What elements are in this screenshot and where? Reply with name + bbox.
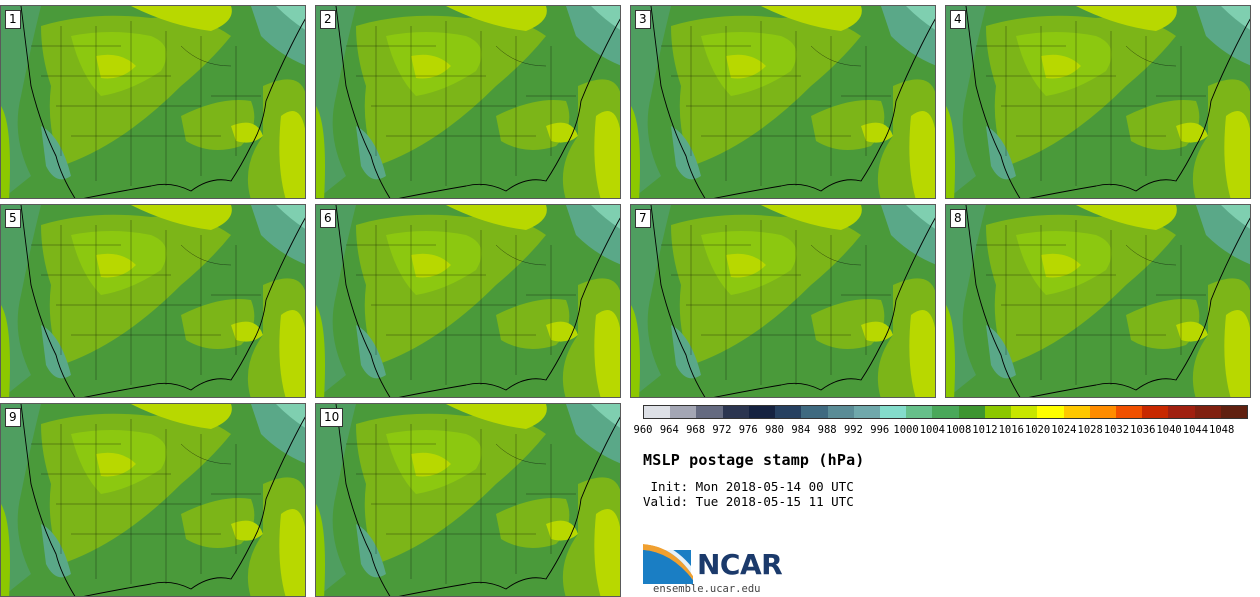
ensemble-member-panel[interactable]: 6 xyxy=(315,204,621,398)
colorbar-swatch xyxy=(1037,406,1064,418)
colorbar xyxy=(643,405,1248,419)
colorbar-tick-label: 1024 xyxy=(1051,424,1077,436)
colorbar-tick-label: 980 xyxy=(765,424,784,436)
colorbar-swatch xyxy=(958,406,985,418)
init-time: Init: Mon 2018-05-14 00 UTC xyxy=(643,479,854,494)
mslp-map xyxy=(1,6,305,198)
mslp-map xyxy=(1,404,305,596)
ensemble-member-panel[interactable]: 1 xyxy=(0,5,306,199)
colorbar-tick-label: 1032 xyxy=(1103,424,1130,436)
colorbar-tick-label: 996 xyxy=(870,424,890,436)
valid-time: Valid: Tue 2018-05-15 11 UTC xyxy=(643,494,854,509)
member-label: 10 xyxy=(320,408,344,427)
colorbar-tick-label: 1028 xyxy=(1077,424,1103,436)
member-label: 2 xyxy=(320,10,336,29)
colorbar-swatch xyxy=(906,406,933,418)
colorbar-swatch xyxy=(1063,406,1090,418)
site-url[interactable]: ensemble.ucar.edu xyxy=(653,583,761,595)
ensemble-member-panel[interactable]: 10 xyxy=(315,403,621,597)
colorbar-tick-label: 1004 xyxy=(919,424,945,436)
ncar-logo xyxy=(643,540,697,584)
colorbar-tick-label: 972 xyxy=(712,424,732,436)
ncar-logo-text: NCAR xyxy=(697,548,783,581)
mslp-map xyxy=(631,6,935,198)
mslp-map xyxy=(946,6,1250,198)
ensemble-member-panel[interactable]: 7 xyxy=(630,204,936,398)
colorbar-tick-label: 1036 xyxy=(1130,424,1156,436)
colorbar-tick-label: 964 xyxy=(659,424,679,436)
colorbar-tick-label: 1008 xyxy=(945,424,972,436)
colorbar-tick-label: 1044 xyxy=(1182,424,1209,436)
colorbar-swatch xyxy=(853,406,880,418)
ensemble-member-panel[interactable]: 4 xyxy=(945,5,1251,199)
colorbar-tick-label: 992 xyxy=(843,424,863,436)
mslp-map xyxy=(316,205,620,397)
member-label: 4 xyxy=(950,10,966,29)
colorbar-tick-label: 960 xyxy=(633,424,653,436)
colorbar-swatch xyxy=(1115,406,1143,418)
mslp-map xyxy=(1,205,305,397)
mslp-map xyxy=(316,404,620,596)
colorbar-swatch xyxy=(670,406,697,418)
mslp-map xyxy=(631,205,935,397)
member-label: 1 xyxy=(5,10,21,29)
colorbar-ticks: 960 964 968 972 976 980 984 988 992 996 1000 1004 10… xyxy=(634,424,1248,438)
colorbar-swatch xyxy=(748,406,776,418)
colorbar-swatch xyxy=(932,406,959,418)
member-label: 7 xyxy=(635,209,651,228)
ensemble-member-panel[interactable]: 3 xyxy=(630,5,936,199)
colorbar-swatch xyxy=(775,406,802,418)
mslp-map xyxy=(946,205,1250,397)
member-label: 5 xyxy=(5,209,21,228)
colorbar-tick-label: 988 xyxy=(817,424,837,436)
colorbar-tick-label: 1040 xyxy=(1156,424,1182,436)
ensemble-member-panel[interactable]: 8 xyxy=(945,204,1251,398)
colorbar-tick-label: 1048 xyxy=(1209,424,1235,436)
colorbar-swatch xyxy=(984,406,1012,418)
colorbar-tick-label: 1020 xyxy=(1024,424,1051,436)
colorbar-swatch xyxy=(1194,406,1221,418)
colorbar-swatch xyxy=(801,406,828,418)
plot-title: MSLP postage stamp (hPa) xyxy=(643,451,865,469)
colorbar-swatch xyxy=(696,406,723,418)
colorbar-swatch xyxy=(879,406,907,418)
colorbar-tick-label: 976 xyxy=(738,424,758,436)
colorbar-swatch xyxy=(1089,406,1116,418)
colorbar-tick-label: 984 xyxy=(791,424,811,436)
colorbar-swatch xyxy=(1011,406,1038,418)
member-label: 8 xyxy=(950,209,966,228)
mslp-map xyxy=(316,6,620,198)
colorbar-tick-label: 1012 xyxy=(972,424,998,436)
colorbar-swatch xyxy=(827,406,854,418)
colorbar-swatch xyxy=(1168,406,1195,418)
colorbar-swatch xyxy=(722,406,749,418)
colorbar-swatch xyxy=(1142,406,1169,418)
ensemble-member-panel[interactable]: 9 xyxy=(0,403,306,597)
member-label: 3 xyxy=(635,10,651,29)
colorbar-swatch xyxy=(1220,406,1248,418)
member-label: 6 xyxy=(320,209,336,228)
ensemble-member-panel[interactable]: 2 xyxy=(315,5,621,199)
colorbar-tick-label: 1000 xyxy=(893,424,919,436)
colorbar-tick-label: 1016 xyxy=(998,424,1024,436)
colorbar-swatch xyxy=(644,406,671,418)
colorbar-tick-label: 968 xyxy=(686,424,706,436)
member-label: 9 xyxy=(5,408,21,427)
ensemble-member-panel[interactable]: 5 xyxy=(0,204,306,398)
